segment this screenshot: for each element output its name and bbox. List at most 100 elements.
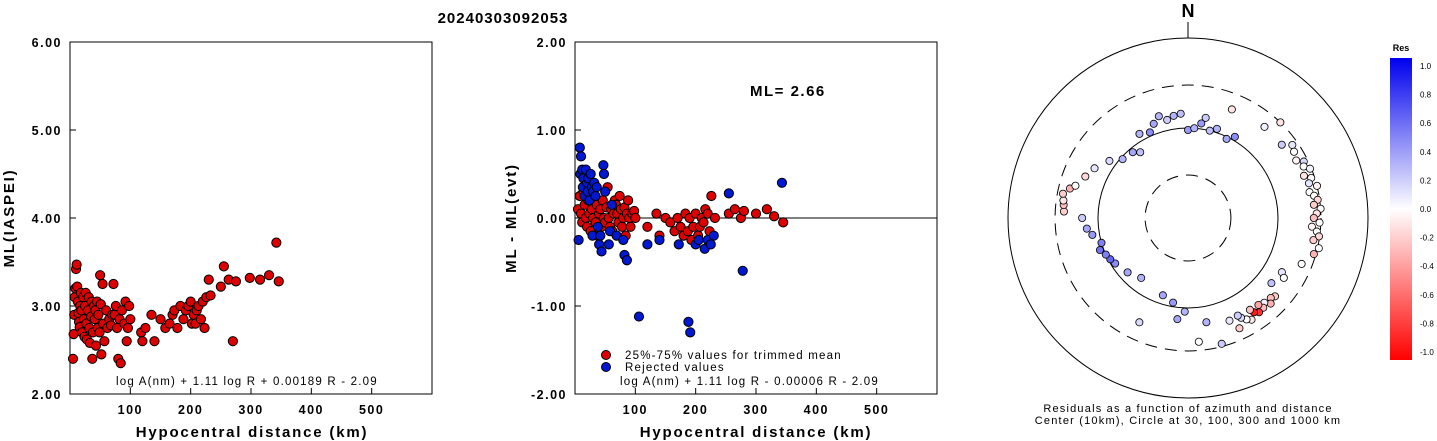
station-point xyxy=(1137,273,1146,282)
station-point xyxy=(1227,105,1236,114)
trimmed-point xyxy=(706,190,717,202)
trimmed-point xyxy=(698,217,709,228)
ml-value-label: ML= 2.66 xyxy=(750,83,826,100)
station-point xyxy=(1306,164,1315,173)
station-point xyxy=(1071,181,1080,190)
middle-xtick-label: 100 xyxy=(623,403,648,417)
y-axis-label-left: ML(IASPEI) xyxy=(1,169,18,268)
data-point xyxy=(115,358,126,369)
station-point xyxy=(1254,300,1263,309)
station-point xyxy=(1201,113,1210,122)
station-point xyxy=(1163,115,1172,124)
formula-middle: log A(nm) + 1.11 log R - 0.00006 R - 2.0… xyxy=(620,376,879,388)
legend-label-trimmed: 25%-75% values for trimmed mean xyxy=(625,350,842,362)
data-point xyxy=(116,305,127,316)
panel-azimuth-distance: N Residuals as a function of azimuth and… xyxy=(1007,1,1369,427)
station-point xyxy=(1309,200,1318,209)
trimmed-point xyxy=(702,208,713,219)
rejected-point xyxy=(737,265,748,276)
rejected-point xyxy=(592,221,604,232)
rejected-point xyxy=(633,311,645,322)
data-point xyxy=(203,274,214,285)
station-point xyxy=(1222,134,1231,143)
colorbar: Res 1.0 0.8 0.6 0.4 0.2 0.0 -0.2 -0.4 -0.6 -0.8 -1… xyxy=(1390,43,1434,360)
colorbar-tick-label: -1.0 xyxy=(1420,348,1434,357)
station-point xyxy=(1095,246,1104,255)
station-point xyxy=(1097,238,1106,247)
station-point xyxy=(1314,244,1323,253)
data-point xyxy=(254,274,266,285)
middle-ytick-label: 0.00 xyxy=(537,212,567,226)
rejected-point xyxy=(598,160,609,171)
colorbar-tick-label: 0.0 xyxy=(1420,205,1432,214)
colorbar-tick-label: -0.6 xyxy=(1420,291,1434,300)
data-point xyxy=(244,272,255,283)
rejected-point xyxy=(591,182,602,193)
rejected-point xyxy=(596,246,607,257)
middle-ytick-label: -1.00 xyxy=(531,300,567,314)
x-axis-label-middle: Hypocentral distance (km) xyxy=(640,424,873,441)
rejected-point xyxy=(654,234,665,246)
left-xtick-label: 400 xyxy=(299,403,324,417)
station-point xyxy=(1292,156,1301,165)
data-point xyxy=(108,278,119,290)
colorbar-tick-label: -0.2 xyxy=(1420,234,1434,243)
rejected-point xyxy=(603,239,614,250)
ring-300km xyxy=(1054,84,1322,352)
station-point xyxy=(1309,250,1318,259)
trimmed-point xyxy=(614,190,625,202)
data-point xyxy=(122,322,134,334)
colorbar-title: Res xyxy=(1393,43,1410,53)
ticks-middle: 100 200 300 400 500 -2.00 -1.00 0.00 1.00 2.00 xyxy=(531,36,888,417)
points-middle xyxy=(572,142,789,338)
station-point xyxy=(1290,147,1299,156)
data-point xyxy=(205,290,216,301)
station-point xyxy=(1217,339,1226,348)
station-point xyxy=(1279,273,1288,282)
station-point xyxy=(1149,119,1158,128)
station-point xyxy=(1288,140,1297,149)
panel-residual-vs-distance: ML - ML(evt) Hypocentral distance (km) M… xyxy=(503,36,938,441)
station-point xyxy=(1135,129,1144,138)
data-point xyxy=(164,318,175,329)
trimmed-point xyxy=(616,221,628,232)
station-point xyxy=(1225,316,1234,325)
station-point xyxy=(1081,172,1090,181)
trimmed-point xyxy=(761,204,772,215)
station-point xyxy=(1205,126,1214,135)
data-point xyxy=(90,340,102,351)
data-point xyxy=(94,327,105,338)
data-point xyxy=(271,237,282,248)
trimmed-point xyxy=(750,208,762,219)
station-point xyxy=(1078,213,1087,222)
data-point xyxy=(195,314,207,325)
data-point xyxy=(218,261,229,272)
rejected-point xyxy=(683,316,694,327)
formula-left: log A(nm) + 1.11 log R + 0.00189 R - 2.0… xyxy=(116,376,378,388)
rejected-point xyxy=(685,327,696,338)
data-point xyxy=(140,322,151,334)
rejected-point xyxy=(723,188,734,199)
data-point xyxy=(146,309,157,320)
ring-1000km xyxy=(1007,37,1369,399)
colorbar-tick-label: 0.2 xyxy=(1420,176,1432,185)
station-point xyxy=(1090,164,1099,173)
rejected-point xyxy=(776,177,788,188)
data-point xyxy=(99,336,110,347)
station-point xyxy=(1169,298,1178,307)
station-point xyxy=(1312,181,1321,190)
station-point xyxy=(1058,189,1067,198)
y-axis-label-middle: ML - ML(evt) xyxy=(503,163,520,273)
rejected-point xyxy=(708,230,719,241)
station-point xyxy=(1277,140,1286,149)
data-point xyxy=(185,296,196,307)
data-point xyxy=(97,278,108,290)
rejected-point xyxy=(598,168,610,180)
data-point xyxy=(71,259,82,270)
figure-title: 20240303092053 xyxy=(438,10,569,27)
data-point xyxy=(67,353,79,364)
x-axis-label-left: Hypocentral distance (km) xyxy=(136,424,369,441)
trimmed-point xyxy=(622,195,634,206)
data-point xyxy=(125,314,136,325)
